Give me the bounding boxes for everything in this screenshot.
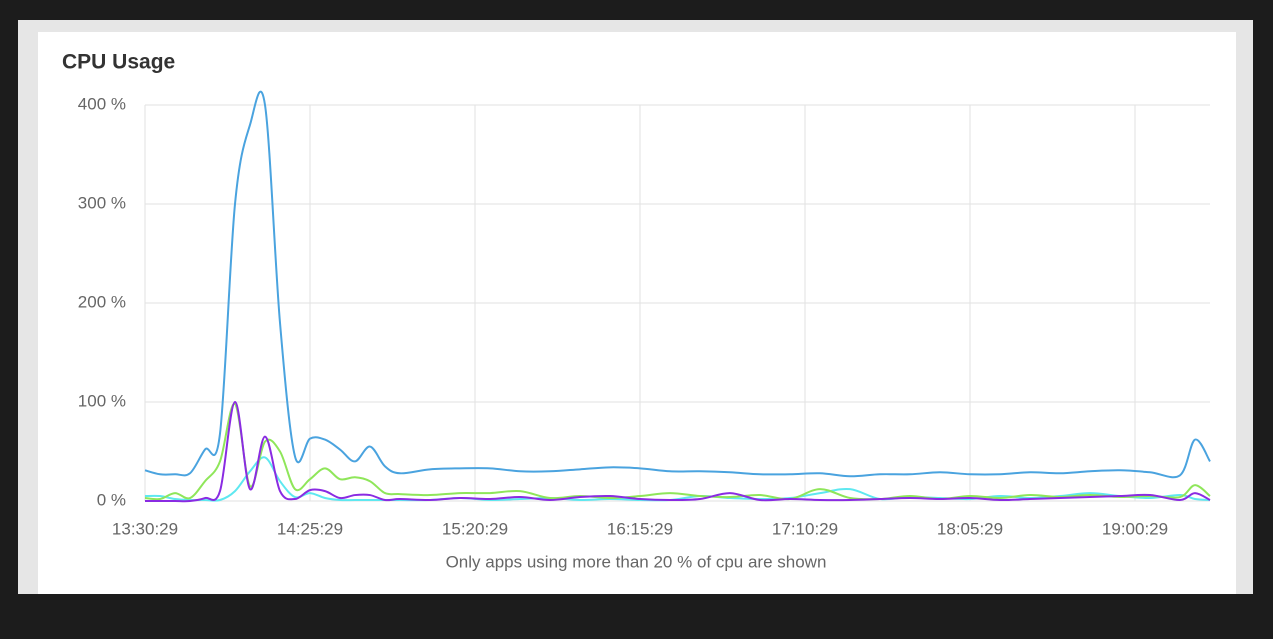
series-line [144,90,1211,479]
x-tick-label: 16:15:29 [607,519,673,538]
y-tick-label: 100 % [78,391,126,410]
series-line [144,400,1211,503]
x-tick-label: 15:20:29 [442,519,508,538]
x-tick-label: 19:00:29 [1102,519,1168,538]
y-tick-label: 300 % [78,193,126,212]
x-tick-label: 17:10:29 [772,519,838,538]
y-tick-label: 400 % [78,94,126,113]
chart-note: Only apps using more than 20 % of cpu ar… [446,552,827,571]
chart-title: CPU Usage [62,51,175,74]
x-tick-label: 13:30:29 [112,519,178,538]
y-tick-label: 0 % [97,490,126,509]
x-tick-label: 14:25:29 [277,519,343,538]
card [38,32,1236,594]
y-tick-label: 200 % [78,292,126,311]
x-tick-label: 18:05:29 [937,519,1003,538]
